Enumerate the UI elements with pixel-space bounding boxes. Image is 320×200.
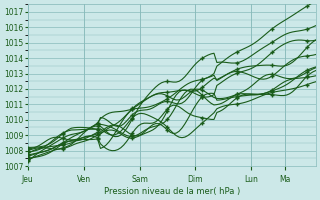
X-axis label: Pression niveau de la mer( hPa ): Pression niveau de la mer( hPa ) — [104, 187, 240, 196]
